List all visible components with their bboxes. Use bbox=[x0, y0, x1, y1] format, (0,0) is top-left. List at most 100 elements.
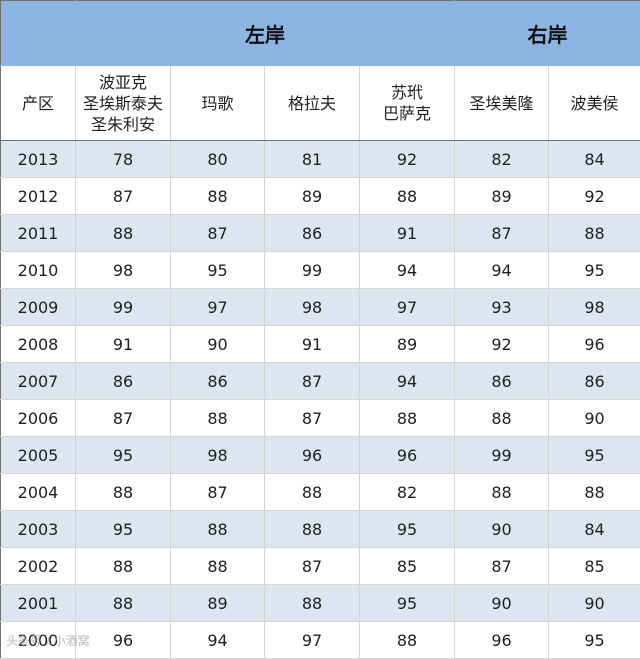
year-cell: 2002 bbox=[1, 548, 76, 585]
score-cell: 99 bbox=[76, 289, 171, 326]
score-cell: 95 bbox=[549, 622, 640, 659]
score-cell: 97 bbox=[360, 289, 455, 326]
score-cell: 86 bbox=[171, 363, 265, 400]
score-cell: 95 bbox=[549, 437, 640, 474]
year-cell: 2010 bbox=[1, 252, 76, 289]
score-cell: 88 bbox=[171, 178, 265, 215]
score-cell: 94 bbox=[360, 363, 455, 400]
group-header-right-bank: 右岸 bbox=[455, 1, 640, 66]
year-cell: 2012 bbox=[1, 178, 76, 215]
column-header: 苏玳 巴萨克 bbox=[360, 66, 455, 141]
score-cell: 91 bbox=[265, 326, 360, 363]
score-cell: 94 bbox=[360, 252, 455, 289]
score-cell: 91 bbox=[76, 326, 171, 363]
score-cell: 96 bbox=[455, 622, 549, 659]
score-cell: 89 bbox=[265, 178, 360, 215]
score-cell: 90 bbox=[549, 400, 640, 437]
score-cell: 95 bbox=[76, 511, 171, 548]
score-cell: 87 bbox=[76, 178, 171, 215]
score-cell: 88 bbox=[265, 585, 360, 622]
year-cell: 2001 bbox=[1, 585, 76, 622]
score-cell: 95 bbox=[549, 252, 640, 289]
score-cell: 87 bbox=[76, 400, 171, 437]
score-cell: 95 bbox=[360, 585, 455, 622]
score-cell: 97 bbox=[171, 289, 265, 326]
score-cell: 88 bbox=[76, 548, 171, 585]
score-cell: 90 bbox=[455, 511, 549, 548]
year-cell: 2007 bbox=[1, 363, 76, 400]
score-cell: 88 bbox=[76, 474, 171, 511]
score-cell: 89 bbox=[455, 178, 549, 215]
score-cell: 99 bbox=[265, 252, 360, 289]
score-cell: 81 bbox=[265, 141, 360, 178]
score-cell: 90 bbox=[455, 585, 549, 622]
column-header: 圣埃美隆 bbox=[455, 66, 549, 141]
column-header: 波美侯 bbox=[549, 66, 640, 141]
score-cell: 96 bbox=[76, 622, 171, 659]
score-cell: 93 bbox=[455, 289, 549, 326]
group-header-left-bank: 左岸 bbox=[76, 1, 455, 66]
score-cell: 82 bbox=[455, 141, 549, 178]
score-cell: 95 bbox=[360, 511, 455, 548]
score-cell: 88 bbox=[171, 400, 265, 437]
score-cell: 86 bbox=[265, 215, 360, 252]
score-cell: 92 bbox=[455, 326, 549, 363]
score-cell: 86 bbox=[76, 363, 171, 400]
score-cell: 88 bbox=[76, 215, 171, 252]
score-cell: 87 bbox=[265, 400, 360, 437]
score-cell: 97 bbox=[265, 622, 360, 659]
score-cell: 88 bbox=[455, 400, 549, 437]
score-cell: 88 bbox=[171, 511, 265, 548]
year-cell: 2008 bbox=[1, 326, 76, 363]
score-cell: 96 bbox=[549, 326, 640, 363]
score-cell: 98 bbox=[76, 252, 171, 289]
group-header-blank bbox=[1, 1, 76, 66]
year-cell: 2006 bbox=[1, 400, 76, 437]
score-cell: 95 bbox=[76, 437, 171, 474]
score-cell: 87 bbox=[455, 215, 549, 252]
year-cell: 2005 bbox=[1, 437, 76, 474]
score-cell: 88 bbox=[265, 474, 360, 511]
score-cell: 78 bbox=[76, 141, 171, 178]
score-cell: 87 bbox=[171, 215, 265, 252]
column-header-region: 产区 bbox=[1, 66, 76, 141]
score-cell: 88 bbox=[549, 215, 640, 252]
score-cell: 88 bbox=[455, 474, 549, 511]
year-cell: 2013 bbox=[1, 141, 76, 178]
year-cell: 2009 bbox=[1, 289, 76, 326]
score-cell: 88 bbox=[360, 400, 455, 437]
score-cell: 98 bbox=[171, 437, 265, 474]
score-cell: 86 bbox=[549, 363, 640, 400]
score-cell: 92 bbox=[549, 178, 640, 215]
score-cell: 94 bbox=[171, 622, 265, 659]
score-cell: 80 bbox=[171, 141, 265, 178]
column-header: 格拉夫 bbox=[265, 66, 360, 141]
year-cell: 2004 bbox=[1, 474, 76, 511]
score-cell: 95 bbox=[171, 252, 265, 289]
score-cell: 98 bbox=[265, 289, 360, 326]
year-cell: 2000 bbox=[1, 622, 76, 659]
score-cell: 90 bbox=[171, 326, 265, 363]
score-cell: 87 bbox=[455, 548, 549, 585]
score-cell: 99 bbox=[455, 437, 549, 474]
score-cell: 96 bbox=[360, 437, 455, 474]
score-cell: 86 bbox=[455, 363, 549, 400]
score-cell: 88 bbox=[360, 622, 455, 659]
score-cell: 82 bbox=[360, 474, 455, 511]
score-cell: 85 bbox=[360, 548, 455, 585]
score-cell: 84 bbox=[549, 511, 640, 548]
score-cell: 87 bbox=[265, 548, 360, 585]
score-cell: 88 bbox=[171, 548, 265, 585]
score-cell: 88 bbox=[265, 511, 360, 548]
column-header-row: 产区波亚克 圣埃斯泰夫 圣朱利安玛歌格拉夫苏玳 巴萨克圣埃美隆波美侯 bbox=[1, 66, 640, 141]
